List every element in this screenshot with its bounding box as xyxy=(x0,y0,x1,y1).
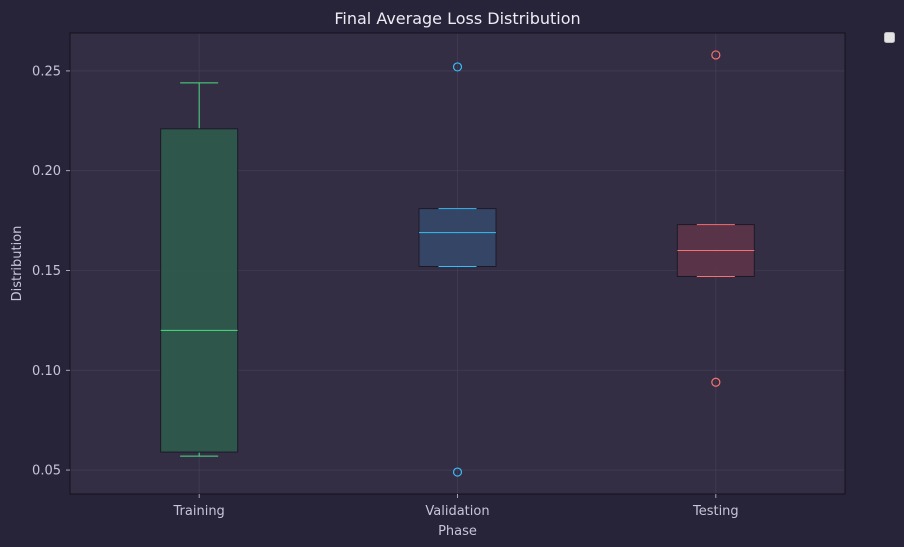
x-tick-label: Testing xyxy=(692,504,739,519)
y-tick-label: 0.05 xyxy=(32,464,61,479)
box-body xyxy=(418,208,497,267)
box-testing xyxy=(676,50,755,387)
box-body xyxy=(160,128,239,453)
outlier-point xyxy=(452,62,463,72)
y-tick-label: 0.15 xyxy=(32,264,61,279)
box-validation xyxy=(418,62,497,477)
x-tick-label: Training xyxy=(173,504,225,519)
box-layer xyxy=(160,50,755,477)
outlier-point xyxy=(452,467,463,477)
y-axis-ticks: 0.05 0.10 0.15 0.20 0.25 xyxy=(32,64,70,479)
y-tick-label: 0.10 xyxy=(32,364,61,379)
outlier-point xyxy=(711,377,721,387)
legend-box xyxy=(884,32,895,43)
x-axis-ticks: Training Validation Testing xyxy=(173,494,739,519)
outlier-point xyxy=(711,50,721,60)
box-training xyxy=(160,82,239,457)
x-tick-label: Validation xyxy=(425,504,489,519)
y-tick-label: 0.25 xyxy=(32,64,61,79)
y-tick-label: 0.20 xyxy=(32,164,61,179)
y-axis-label: Distribution xyxy=(10,226,25,302)
x-axis-label: Phase xyxy=(438,524,477,539)
chart-title: Final Average Loss Distribution xyxy=(334,9,580,28)
